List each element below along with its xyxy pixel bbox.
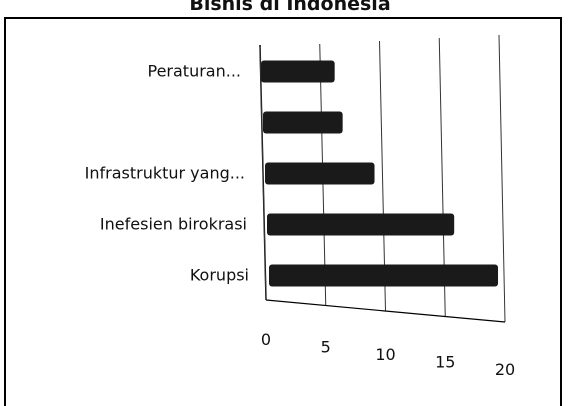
chart-border [4,17,562,406]
bar [265,162,375,185]
y-tick-label: Infrastruktur yang... [85,164,245,183]
bar [269,264,499,287]
bar [263,111,343,134]
x-tick-label: 15 [435,353,455,372]
x-axis [265,299,506,323]
x-tick-label: 0 [261,330,271,349]
grid-line [259,46,267,301]
bar [261,60,335,83]
y-tick-label: Inefesien birokrasi [100,215,247,234]
y-tick-label: Korupsi [190,266,249,285]
grid-line [498,34,506,323]
bar [267,213,455,236]
chart-title: Bisnis di Indonesia [189,0,390,15]
y-tick-label: Peraturan... [148,62,242,81]
x-tick-label: 10 [375,345,395,364]
x-tick-label: 5 [321,338,331,357]
x-tick-label: 20 [495,360,515,379]
